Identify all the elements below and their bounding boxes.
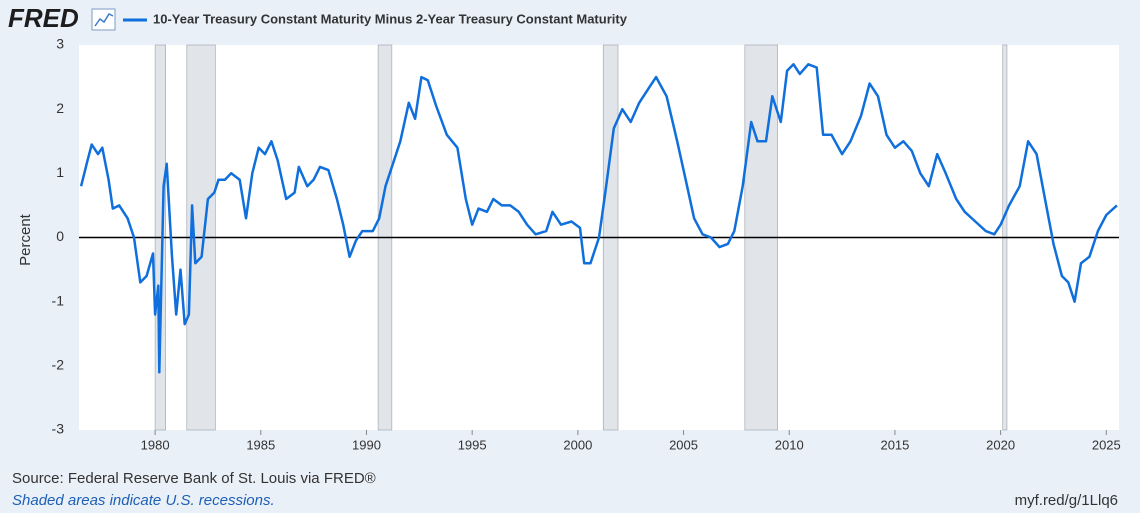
logo-icon [91,8,116,31]
plot-layer [79,44,1119,431]
x-tick-label: 1995 [458,437,487,452]
x-tick-label: 2010 [775,437,804,452]
x-tick-label: 2005 [669,437,698,452]
y-tick-label: 2 [56,100,64,116]
note: Shaded areas indicate U.S. recessions. [12,492,275,509]
link[interactable]: myf.red/g/1Llq6 [1015,492,1118,509]
y-tick-label: 1 [56,164,64,180]
y-tick-label: 3 [56,36,64,52]
y-tick-label: -1 [52,292,65,308]
x-tick-label: 2025 [1092,437,1121,452]
x-tick-label: 2020 [986,437,1015,452]
y-tick-label: 0 [56,228,64,244]
x-tick-label: 2015 [880,437,909,452]
x-tick-label: 2000 [563,437,592,452]
y-tick-label: -3 [52,421,65,437]
y-axis-label: Percent [17,213,34,266]
x-tick-label: 1980 [141,437,170,452]
x-tick-label: 1990 [352,437,381,452]
source: Source: Federal Reserve Bank of St. Loui… [12,470,376,487]
data-line [79,63,1118,374]
legend-label: 10-Year Treasury Constant Maturity Minus… [153,11,628,26]
y-tick-label: -2 [52,357,65,373]
logo: FRED [8,3,79,33]
x-tick-label: 1985 [246,437,275,452]
